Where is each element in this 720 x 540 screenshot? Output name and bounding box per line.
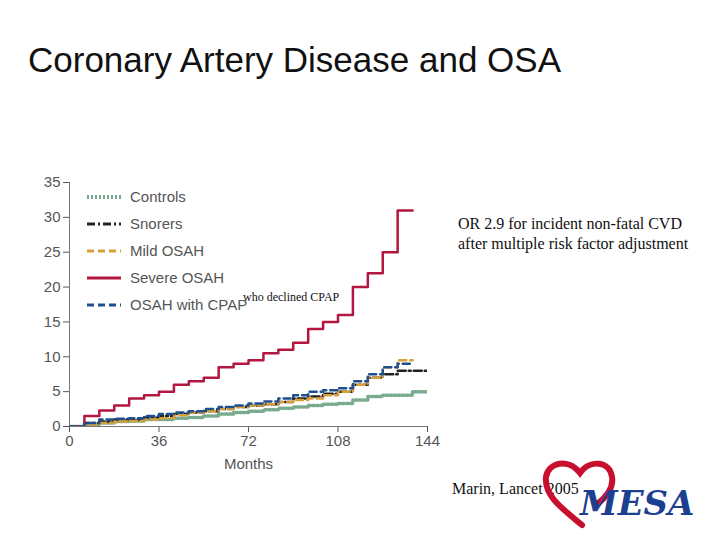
html-text:OR 2.9 for incident non-fatal: OR 2.9 for incident non-fatal CVD after … <box>458 215 689 252</box>
svg-text:5: 5 <box>52 382 60 399</box>
svg-text:72: 72 <box>240 432 257 449</box>
html-text:who declined CPAP: who declined CPAP <box>243 290 340 304</box>
html-text:OSAH with CPAP: OSAH with CPAP <box>130 296 248 313</box>
svg-text:MESA: MESA <box>579 483 694 523</box>
html-text:Marin, Lancet 2005: Marin, Lancet 2005 <box>452 480 579 497</box>
svg-text:Months: Months <box>224 455 273 472</box>
svg-text:0: 0 <box>52 417 60 434</box>
svg-text:20: 20 <box>44 278 61 295</box>
html-text:Coronary Artery Disease and OS: Coronary Artery Disease and OSA <box>28 40 561 79</box>
html-text:Mild OSAH: Mild OSAH <box>130 242 205 259</box>
svg-text:10: 10 <box>44 348 61 365</box>
svg-text:30: 30 <box>44 208 61 225</box>
svg-text:0: 0 <box>65 432 73 449</box>
html-text:Controls: Controls <box>130 188 186 205</box>
html-text:Severe OSAH: Severe OSAH <box>130 269 225 286</box>
html-text:Snorers: Snorers <box>130 215 183 232</box>
svg-text:108: 108 <box>325 432 350 449</box>
svg-text:36: 36 <box>151 432 168 449</box>
svg-text:35: 35 <box>44 173 61 190</box>
svg-text:144: 144 <box>415 432 440 449</box>
svg-text:25: 25 <box>44 243 61 260</box>
svg-text:15: 15 <box>44 313 61 330</box>
